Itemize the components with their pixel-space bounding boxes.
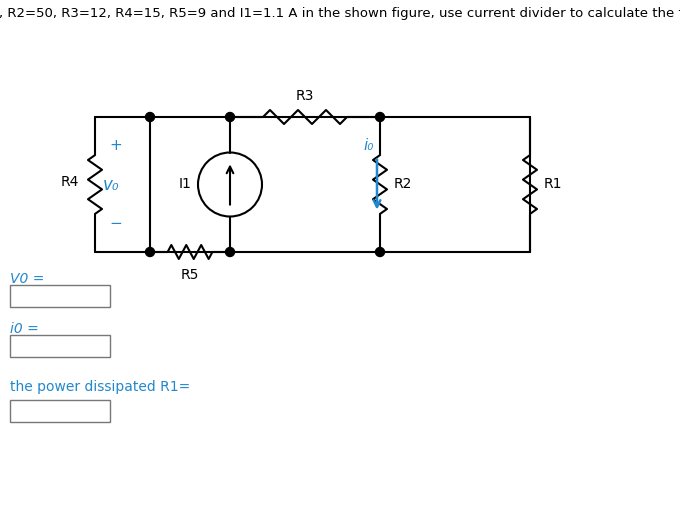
Text: R4: R4 xyxy=(61,175,79,190)
Circle shape xyxy=(226,247,235,257)
Text: For R1=7, R2=50, R3=12, R4=15, R5=9 and I1=1.1 A in the shown figure, use curren: For R1=7, R2=50, R3=12, R4=15, R5=9 and … xyxy=(0,7,680,20)
Circle shape xyxy=(375,247,384,257)
Circle shape xyxy=(226,113,235,122)
Text: +: + xyxy=(109,137,122,153)
FancyBboxPatch shape xyxy=(10,400,110,422)
Text: R3: R3 xyxy=(296,89,314,103)
Text: R5: R5 xyxy=(181,268,199,282)
Circle shape xyxy=(146,113,154,122)
Text: v₀: v₀ xyxy=(103,175,120,194)
Text: the power dissipated R1=: the power dissipated R1= xyxy=(10,380,190,394)
FancyBboxPatch shape xyxy=(10,335,110,357)
Text: R2: R2 xyxy=(394,177,412,192)
Text: i0 =: i0 = xyxy=(10,322,39,336)
Text: I1: I1 xyxy=(179,177,192,192)
Circle shape xyxy=(146,247,154,257)
Circle shape xyxy=(375,113,384,122)
Text: i₀: i₀ xyxy=(364,137,374,153)
Text: R1: R1 xyxy=(544,177,562,192)
FancyBboxPatch shape xyxy=(10,285,110,307)
Text: −: − xyxy=(109,216,122,232)
Text: V0 =: V0 = xyxy=(10,272,44,286)
